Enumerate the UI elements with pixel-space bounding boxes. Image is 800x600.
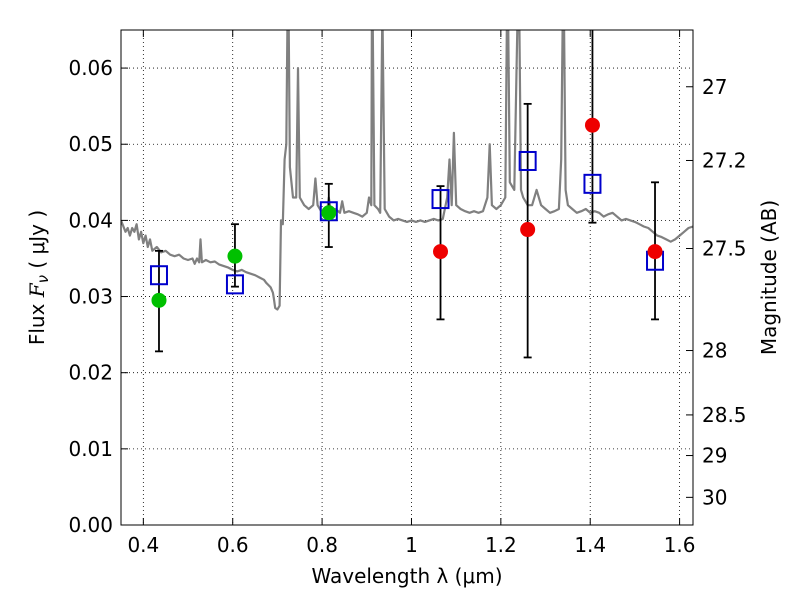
circle-marker (151, 292, 167, 308)
y2-tick-label: 27 (702, 75, 727, 99)
y-axis-label-pre: Flux (25, 297, 49, 345)
x-axis-label: Wavelength λ (μm) (311, 564, 502, 588)
square-marker (431, 189, 450, 210)
y-tick-label: 0.02 (68, 361, 113, 385)
y2-tick-label: 28 (702, 339, 727, 363)
square-marker (225, 274, 244, 295)
x-tick-label: 0.8 (306, 533, 338, 557)
y-tick-label: 0.06 (68, 56, 113, 80)
y-tick-label: 0.01 (68, 437, 113, 461)
y2-tick-label: 27.2 (702, 148, 747, 172)
x-tick-label: 1.2 (485, 533, 517, 557)
y2-tick-label: 28.5 (702, 403, 747, 427)
y-tick-label: 0.03 (68, 285, 113, 309)
plot-frame (120, 29, 694, 526)
x-tick-label: 1 (405, 533, 418, 557)
circle-marker (584, 117, 600, 133)
circle-marker (321, 205, 337, 221)
circle-marker (433, 244, 449, 260)
y-axis-label-post: ( μJy ) (25, 210, 49, 275)
errorbar-series (154, 30, 660, 359)
square-marker (518, 150, 537, 171)
y-axis-label-symbol: F (25, 282, 49, 298)
y2-tick-label: 30 (702, 485, 727, 509)
y-tick-label: 0.05 (68, 132, 113, 156)
y2-tick-label: 29 (702, 444, 727, 468)
x-tick-label: 0.4 (127, 533, 159, 557)
spectrum-line (121, 30, 693, 311)
x-tick-label: 1.4 (574, 533, 606, 557)
x-tick-label: 1.6 (664, 533, 696, 557)
spectrum-series (121, 30, 693, 311)
y-tick-label: 0.04 (68, 208, 113, 232)
circle-marker (520, 222, 536, 238)
y-axis-label: Flux Fν ( μJy ) (25, 210, 52, 345)
circle-marker (647, 244, 663, 260)
y-axis-label-subscript: ν (34, 275, 52, 283)
grid (121, 30, 693, 526)
square-marker (583, 173, 602, 194)
y2-tick-label: 27.5 (702, 236, 747, 260)
y2-axis-label: Magnitude (AB) (757, 200, 781, 355)
x-tick-label: 0.6 (217, 533, 249, 557)
axis-ticks: 0.4 0.6 0.8 1 1.2 1.4 1.6 0.00 0.01 0.02 0.03 0.04 0… (68, 30, 747, 557)
marker-series (149, 117, 665, 308)
circle-marker (227, 248, 243, 264)
y-tick-label: 0.00 (68, 513, 113, 537)
square-marker (149, 265, 168, 286)
